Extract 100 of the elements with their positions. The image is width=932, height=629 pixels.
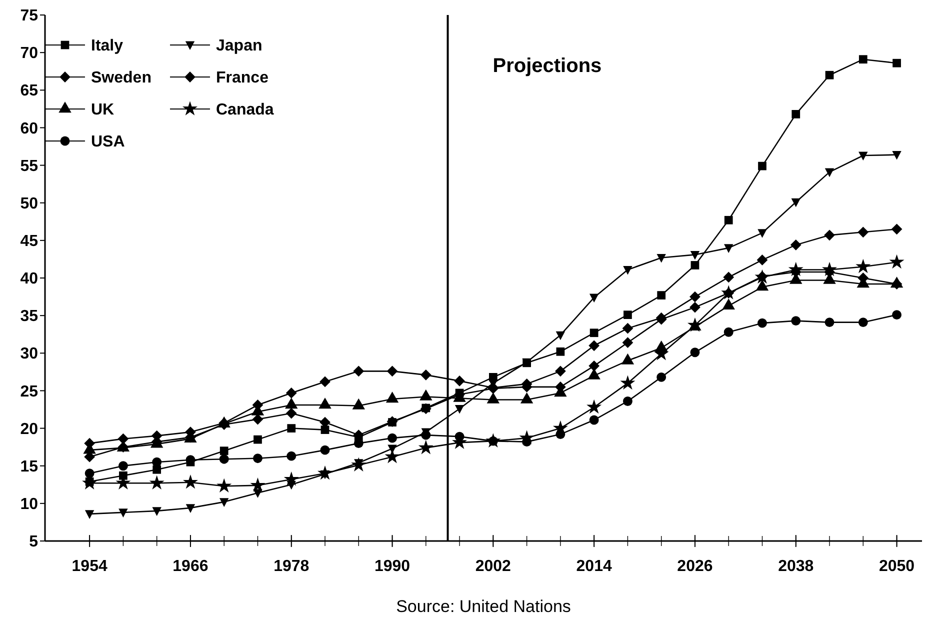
point [892, 310, 902, 320]
point [825, 70, 834, 80]
legend-label: USA [91, 134, 126, 151]
legend-label: Italy [91, 38, 124, 55]
point [620, 375, 636, 390]
point [320, 376, 330, 388]
point [858, 152, 868, 161]
point [286, 408, 297, 419]
point [186, 504, 196, 513]
point [118, 508, 128, 518]
y-tick-label: 35 [20, 308, 38, 326]
legend-label: Canada [216, 102, 274, 119]
point [824, 318, 834, 328]
point [588, 340, 600, 352]
point [758, 162, 766, 170]
point [152, 507, 162, 516]
point [656, 372, 666, 382]
y-tick-label: 40 [20, 270, 38, 288]
point [892, 151, 902, 160]
point [351, 457, 366, 472]
point [454, 432, 464, 442]
y-tick-label: 55 [20, 158, 38, 175]
point [721, 285, 736, 300]
point [724, 327, 734, 337]
point [152, 465, 162, 474]
x-tick-label: 1966 [172, 558, 208, 575]
point [284, 471, 299, 486]
point [388, 433, 397, 443]
point [690, 302, 700, 313]
y-tick-label: 70 [20, 45, 38, 62]
point [220, 498, 229, 507]
point [824, 168, 834, 178]
point [790, 240, 802, 250]
point [791, 198, 800, 208]
x-tick-label: 2038 [778, 558, 814, 575]
y-tick-label: 75 [20, 8, 38, 25]
x-tick-label: 2026 [677, 558, 713, 575]
point [454, 376, 465, 386]
legend-label: France [216, 70, 269, 87]
point [656, 254, 666, 263]
x-tick-label: 1978 [274, 558, 310, 575]
point [623, 266, 632, 275]
y-tick-label: 30 [20, 346, 38, 363]
point [690, 291, 700, 302]
point [791, 316, 801, 326]
point [216, 478, 232, 493]
point [556, 347, 565, 356]
point [250, 477, 266, 492]
point [824, 230, 835, 241]
point [589, 294, 599, 303]
point [792, 110, 800, 118]
point [622, 396, 632, 406]
source-note: Source: United Nations [396, 597, 571, 616]
point [84, 510, 94, 519]
point [690, 261, 700, 270]
legend-label: UK [91, 102, 115, 119]
y-tick-label: 5 [29, 534, 38, 551]
point [657, 291, 666, 300]
point [858, 226, 869, 238]
point [253, 454, 262, 464]
point [418, 440, 434, 454]
point [891, 224, 902, 235]
point [622, 322, 634, 334]
y-tick-label: 60 [20, 120, 38, 138]
y-tick-label: 15 [20, 458, 38, 476]
point [690, 250, 700, 260]
point [118, 461, 128, 471]
point [858, 318, 868, 328]
point [320, 445, 330, 455]
point [724, 216, 733, 224]
x-tick-label: 2002 [475, 558, 512, 575]
point [758, 318, 767, 328]
point [589, 415, 599, 425]
point [586, 399, 602, 414]
point [420, 369, 432, 380]
point [856, 258, 871, 274]
legend-label: Japan [216, 38, 262, 55]
point [386, 366, 398, 377]
point [287, 424, 296, 432]
point [220, 446, 228, 456]
point [254, 435, 262, 444]
point [84, 468, 94, 478]
point [556, 430, 566, 440]
point [219, 454, 229, 464]
point [788, 262, 804, 276]
point [889, 254, 904, 269]
point [588, 360, 600, 372]
y-tick-label: 20 [20, 420, 38, 438]
point [624, 310, 632, 320]
point [690, 348, 700, 358]
point [421, 430, 431, 440]
point [590, 328, 598, 338]
ref-line-label: Projections [492, 55, 602, 77]
point [182, 474, 198, 489]
point [556, 331, 566, 340]
point [723, 272, 734, 283]
point [892, 58, 901, 68]
point [320, 426, 330, 434]
point [286, 388, 297, 398]
point [822, 262, 838, 276]
